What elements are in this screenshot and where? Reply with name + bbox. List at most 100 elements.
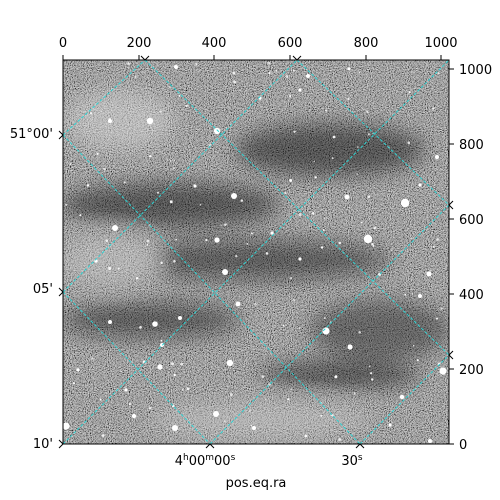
faint-star <box>298 213 302 216</box>
dec-tick-label: 10' <box>33 437 53 452</box>
faint-star <box>240 199 244 202</box>
faint-star <box>289 94 292 98</box>
faint-star <box>412 344 415 347</box>
star <box>235 301 241 307</box>
faint-star <box>285 75 289 78</box>
faint-star <box>358 331 361 334</box>
faint-star <box>199 203 202 206</box>
faint-star <box>264 399 267 401</box>
right-tick-label: 200 <box>459 363 484 378</box>
star <box>231 193 237 199</box>
faint-star <box>171 362 174 366</box>
faint-star <box>246 243 249 245</box>
faint-star <box>175 238 178 241</box>
faint-star <box>361 221 363 224</box>
faint-star <box>437 72 440 75</box>
faint-star <box>407 141 411 145</box>
faint-star <box>135 277 139 280</box>
grid-line <box>144 60 449 356</box>
faint-star <box>225 223 228 225</box>
faint-star <box>322 229 325 231</box>
faint-star <box>293 130 296 134</box>
faint-star <box>367 133 371 136</box>
faint-star <box>123 181 126 184</box>
faint-star <box>232 71 236 75</box>
faint-star <box>366 110 369 113</box>
top-tick-label: 0 <box>59 36 67 51</box>
faint-star <box>182 388 184 391</box>
dec-tick-label: 51°00' <box>10 127 53 142</box>
grid-line <box>209 204 449 444</box>
faint-star <box>373 226 377 230</box>
faint-star <box>261 375 265 378</box>
faint-star <box>289 179 293 182</box>
faint-star <box>282 324 285 327</box>
faint-star <box>249 410 251 412</box>
faint-star <box>284 191 287 195</box>
faint-star <box>223 420 226 423</box>
star <box>418 183 422 187</box>
faint-star <box>180 362 184 366</box>
star <box>418 294 422 298</box>
faint-star <box>173 159 176 162</box>
faint-star <box>139 326 142 329</box>
top-axis <box>62 55 442 60</box>
faint-star <box>108 267 112 270</box>
star <box>428 439 432 443</box>
faint-star <box>148 406 152 410</box>
star <box>426 271 432 277</box>
star <box>400 198 410 208</box>
faint-star <box>265 252 269 255</box>
faint-star <box>108 118 112 122</box>
faint-star <box>235 254 238 258</box>
faint-star <box>96 152 99 155</box>
faint-star <box>86 184 90 187</box>
faint-star <box>117 267 120 270</box>
grid-line <box>296 60 449 206</box>
faint-star <box>332 135 336 139</box>
faint-star <box>298 327 301 329</box>
faint-star <box>368 365 371 368</box>
right-tick-label: 600 <box>459 213 484 228</box>
faint-star <box>233 80 237 84</box>
faint-star <box>146 239 150 243</box>
grid-line <box>63 60 449 444</box>
dec-axis <box>58 130 64 449</box>
top-tick-label: 600 <box>278 36 303 51</box>
star <box>213 127 221 135</box>
faint-star <box>314 176 317 179</box>
faint-star <box>290 388 293 391</box>
faint-star <box>185 104 188 107</box>
faint-star <box>169 160 172 162</box>
star <box>214 237 220 243</box>
star <box>298 88 302 92</box>
faint-star <box>91 357 94 360</box>
top-tick-label: 1000 <box>424 36 457 51</box>
grid-line <box>63 134 361 444</box>
faint-star <box>173 373 176 377</box>
faint-star <box>320 414 323 417</box>
faint-star <box>411 237 413 240</box>
right-tick-label: 1000 <box>459 63 492 78</box>
faint-star <box>178 94 181 97</box>
star <box>124 388 128 392</box>
faint-star <box>324 217 326 219</box>
faint-star <box>149 155 152 158</box>
star <box>178 316 182 320</box>
faint-star <box>134 76 137 78</box>
faint-star <box>371 378 374 381</box>
faint-star <box>79 214 82 217</box>
star <box>193 184 197 188</box>
faint-star <box>100 110 102 112</box>
right-tick-label: 0 <box>459 438 467 453</box>
star <box>347 344 353 350</box>
star <box>270 231 274 235</box>
faint-star <box>347 67 351 71</box>
faint-star <box>367 195 371 199</box>
faint-star <box>356 173 359 175</box>
faint-star <box>356 146 359 148</box>
faint-star <box>127 62 130 65</box>
faint-star <box>90 112 92 115</box>
star <box>152 321 158 327</box>
